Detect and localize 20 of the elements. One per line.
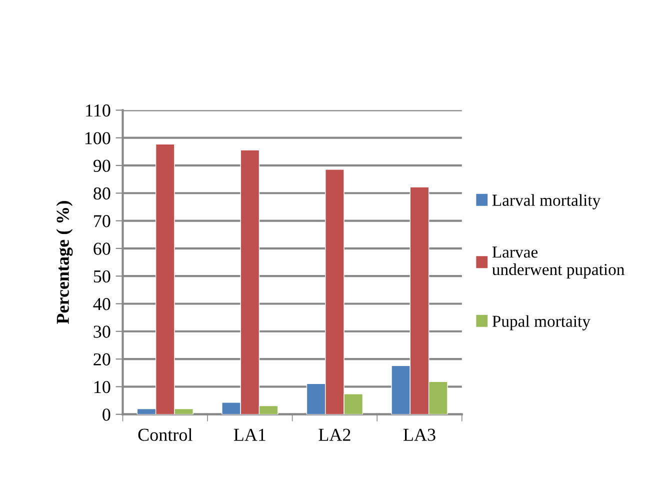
y-axis-title: Percentage ( %) xyxy=(56,201,73,324)
y-tick-label: 20 xyxy=(94,353,110,366)
y-tick-label: 90 xyxy=(93,160,110,172)
x-tick-label: Control xyxy=(138,428,192,441)
y-tick-label: 70 xyxy=(94,215,110,228)
y-tick-label: 80 xyxy=(94,187,110,200)
x-tick-label: LA1 xyxy=(234,428,266,441)
x-tick-label: LA3 xyxy=(403,428,436,441)
y-tick-label: 100 xyxy=(85,132,110,144)
y-tick-label: 50 xyxy=(94,270,110,283)
y-tick-label: 0 xyxy=(102,408,110,421)
y-tick-label: 60 xyxy=(94,242,110,255)
legend-label: Larvae underwent pupation xyxy=(492,246,624,279)
y-tick-label: 40 xyxy=(93,298,110,310)
legend-label: Pupal mortaity xyxy=(492,315,590,330)
x-tick-label: LA2 xyxy=(318,428,350,441)
y-tick-label: 30 xyxy=(94,326,110,338)
legend-label: Larval mortality xyxy=(492,194,601,210)
y-tick-label: 10 xyxy=(94,380,110,394)
y-tick-label: 110 xyxy=(86,104,110,117)
